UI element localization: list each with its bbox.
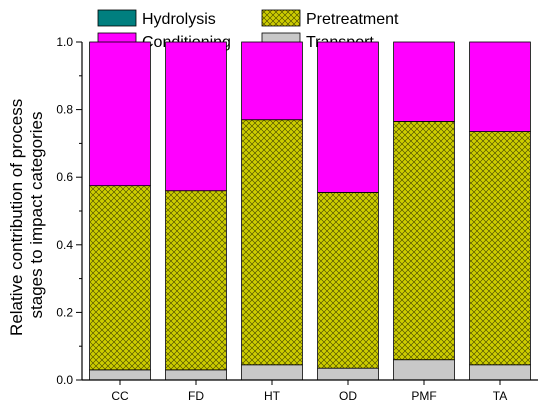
- bar-pmf-transport: [393, 359, 455, 381]
- bar-fd-conditioning: [165, 41, 227, 192]
- bar-pmf-conditioning: [393, 41, 455, 122]
- legend-swatch-hydrolysis: [97, 9, 137, 27]
- y-tick-label: 0.8: [56, 103, 73, 117]
- bar-od-transport: [317, 367, 379, 381]
- y-tick-label: 0.4: [56, 238, 73, 252]
- legend-label-pretreatment: Pretreatment: [306, 11, 399, 28]
- y-axis-title-line-2: stages to impact categories: [27, 112, 46, 319]
- x-tick-label-ta: TA: [493, 389, 507, 403]
- bar-fd-pretreatment: [165, 190, 227, 371]
- x-tick-label-ht: HT: [264, 389, 281, 403]
- axes: CC FD HT OD PMF TA 0.0 0.2 0.4 0.6 0.8 1.0: [56, 35, 538, 403]
- bar-od-pretreatment: [317, 192, 379, 369]
- x-tick-label-pmf: PMF: [411, 389, 436, 403]
- x-tick-label-od: OD: [339, 389, 357, 403]
- bar-pmf-pretreatment: [393, 121, 455, 361]
- bar-ht-pretreatment: [241, 119, 303, 366]
- y-axis-title: Relative contribution of process stages …: [7, 94, 46, 336]
- bar-ta-transport: [469, 364, 531, 381]
- y-tick-label: 1.0: [56, 35, 73, 49]
- bar-ta-pretreatment: [469, 131, 531, 366]
- bar-ta-conditioning: [469, 41, 531, 132]
- bar-cc-transport: [89, 369, 151, 381]
- bar-cc-pretreatment: [89, 185, 151, 371]
- legend-label-hydrolysis: Hydrolysis: [142, 11, 216, 28]
- y-tick-label: 0.2: [56, 305, 73, 319]
- y-tick-label: 0.0: [56, 373, 73, 387]
- bar-ht-conditioning: [241, 41, 303, 121]
- bar-od-conditioning: [317, 41, 379, 193]
- x-tick-label-cc: CC: [111, 389, 129, 403]
- x-tick-label-fd: FD: [188, 389, 204, 403]
- plot-area: [89, 41, 531, 381]
- bar-fd-transport: [165, 369, 227, 381]
- y-axis-title-line-1: Relative contribution of process: [7, 99, 26, 336]
- bar-ht-transport: [241, 364, 303, 381]
- y-tick-label: 0.6: [56, 170, 73, 184]
- bar-cc-conditioning: [89, 41, 151, 187]
- legend-swatch-pretreatment: [261, 9, 301, 27]
